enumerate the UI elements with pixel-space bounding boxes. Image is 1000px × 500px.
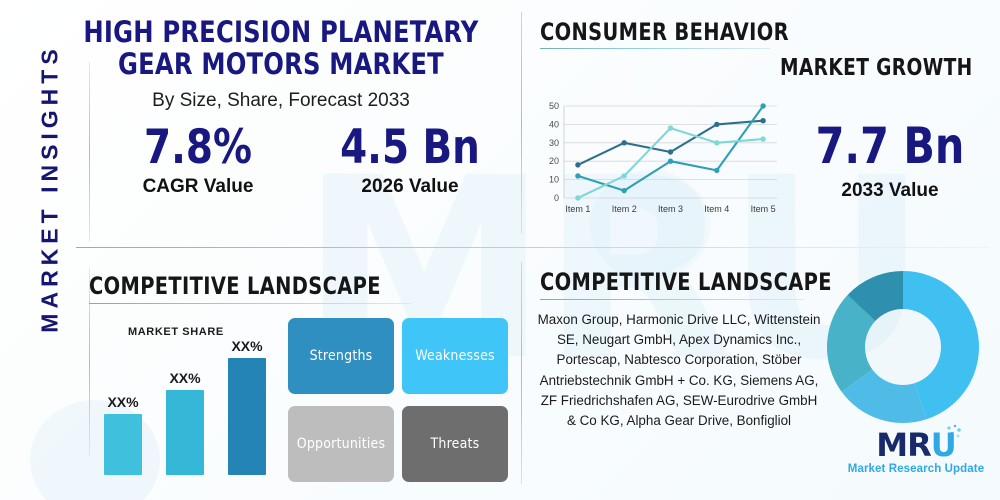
stat-2026-value: 4.5 Bn bbox=[340, 120, 480, 175]
svg-text:Item 2: Item 2 bbox=[612, 204, 637, 214]
market-growth-label: 2033 Value bbox=[841, 180, 939, 201]
divider-vertical-left-bottom bbox=[89, 268, 90, 456]
bar bbox=[228, 358, 266, 475]
divider-horizontal bbox=[76, 247, 988, 248]
consumer-behavior-line-chart: 0 10 20 30 40 50 Item 1 Item 2 Item 3 Item 4 Item … bbox=[538, 100, 783, 218]
side-vertical-label: MARKET INSIGHTS bbox=[36, 44, 63, 333]
line-chart-svg: 0 10 20 30 40 50 Item 1 Item 2 Item 3 Item 4 Item … bbox=[549, 101, 777, 214]
section-heading-competitive-left: COMPETITIVE LANDSCAPE bbox=[89, 272, 381, 300]
stat-2026-label: 2026 Value bbox=[361, 176, 459, 197]
swot-cell-opportunities[interactable]: Opportunities bbox=[288, 406, 394, 482]
stat-cagr: 7.8% CAGR Value bbox=[92, 122, 304, 198]
competitive-share-donut bbox=[824, 268, 982, 426]
section-underline-competitive-left bbox=[89, 303, 411, 304]
donut-segment bbox=[841, 369, 927, 423]
mru-logo: MRU Market Research Update bbox=[846, 424, 986, 486]
divider-vertical-center-top bbox=[521, 12, 522, 234]
company-list: Maxon Group, Harmonic Drive LLC, Wittens… bbox=[537, 312, 821, 429]
swot-cell-weaknesses[interactable]: Weaknesses bbox=[402, 318, 508, 394]
bar-column: XX% bbox=[166, 370, 204, 475]
svg-text:20: 20 bbox=[549, 156, 559, 166]
svg-text:Item 5: Item 5 bbox=[751, 204, 776, 214]
bar-value-label: XX% bbox=[169, 370, 201, 386]
svg-text:10: 10 bbox=[549, 175, 559, 185]
logo-mark-dark: MR bbox=[876, 426, 931, 464]
section-heading-consumer-behavior: CONSUMER BEHAVIOR bbox=[540, 18, 789, 46]
svg-text:0: 0 bbox=[554, 193, 559, 203]
svg-text:30: 30 bbox=[549, 138, 559, 148]
swot-label-threats: Threats bbox=[430, 436, 480, 452]
divider-vertical-left-top bbox=[89, 62, 90, 242]
headline-stats: 7.8% CAGR Value 4.5 Bn 2026 Value bbox=[92, 122, 516, 198]
swot-label-strengths: Strengths bbox=[309, 348, 373, 364]
donut-segment bbox=[827, 294, 876, 392]
page-subtitle: By Size, Share, Forecast 2033 bbox=[152, 90, 410, 111]
market-share-title: MARKET SHARE bbox=[128, 326, 224, 338]
section-underline-consumer-behavior bbox=[540, 48, 770, 49]
stat-cagr-value: 7.8% bbox=[144, 120, 252, 175]
svg-text:50: 50 bbox=[549, 101, 559, 111]
bar bbox=[104, 414, 142, 475]
bar bbox=[166, 390, 204, 475]
svg-text:40: 40 bbox=[549, 119, 559, 129]
stat-cagr-label: CAGR Value bbox=[142, 176, 254, 197]
bar-column: XX% bbox=[104, 394, 142, 475]
swot-label-opportunities: Opportunities bbox=[296, 436, 386, 452]
logo-tagline: Market Research Update bbox=[847, 463, 985, 475]
section-underline-competitive-right bbox=[540, 299, 805, 300]
bar-value-label: XX% bbox=[231, 338, 263, 354]
bar-value-label: XX% bbox=[107, 394, 139, 410]
section-heading-competitive-right: COMPETITIVE LANDSCAPE bbox=[540, 268, 832, 296]
divider-vertical-center-bottom bbox=[521, 262, 522, 484]
logo-wordmark: MRU bbox=[846, 424, 986, 464]
stat-2026: 4.5 Bn 2026 Value bbox=[304, 122, 516, 198]
market-share-bar-chart: XX% XX% XX% bbox=[104, 338, 284, 475]
swot-matrix: Strengths Weaknesses Opportunities Threa… bbox=[288, 318, 512, 483]
svg-text:Item 3: Item 3 bbox=[658, 204, 683, 214]
donut-chart-svg bbox=[827, 271, 979, 423]
swot-cell-threats[interactable]: Threats bbox=[402, 406, 508, 482]
market-growth-value: 7.7 Bn bbox=[815, 117, 965, 175]
swot-label-weaknesses: Weaknesses bbox=[415, 348, 495, 364]
svg-text:Item 1: Item 1 bbox=[565, 204, 590, 214]
swot-cell-strengths[interactable]: Strengths bbox=[288, 318, 394, 394]
donut-segment bbox=[903, 271, 979, 420]
donut-segment bbox=[847, 271, 903, 321]
logo-dots-icon bbox=[947, 424, 961, 438]
page-title: HIGH PRECISION PLANETARY GEAR MOTORS MAR… bbox=[83, 15, 479, 81]
svg-text:Item 4: Item 4 bbox=[704, 204, 729, 214]
bar-column: XX% bbox=[228, 338, 266, 475]
section-heading-market-growth: MARKET GROWTH bbox=[780, 55, 973, 81]
